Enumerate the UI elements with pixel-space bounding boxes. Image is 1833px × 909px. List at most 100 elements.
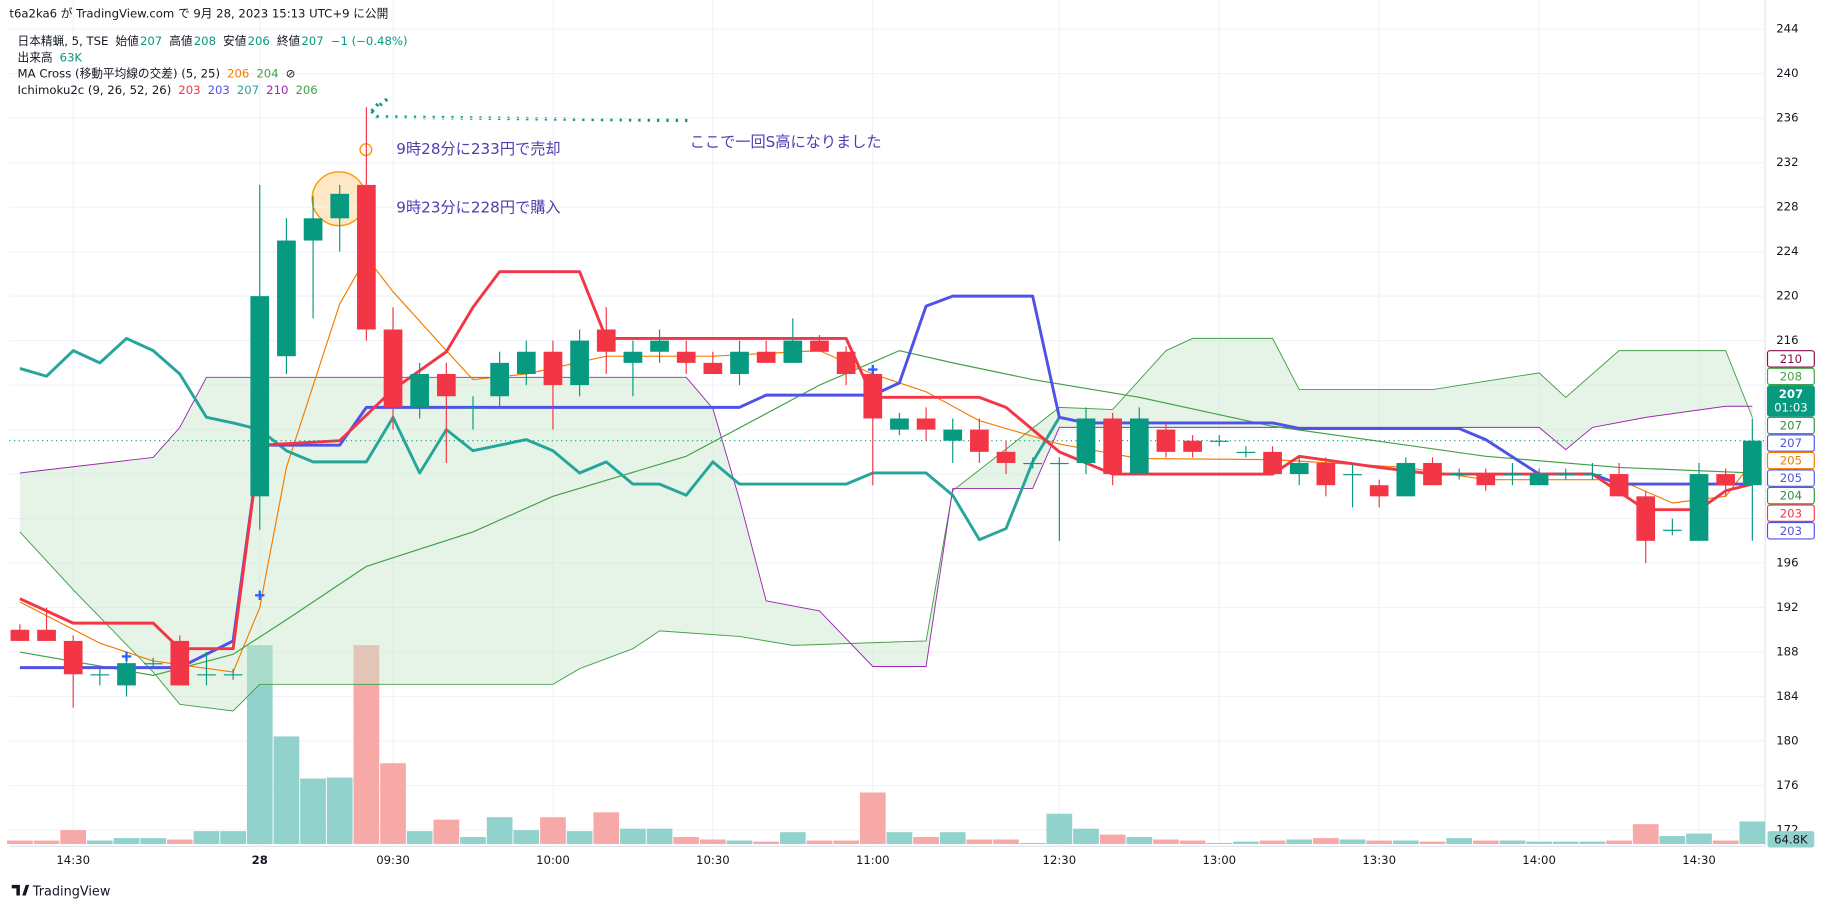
- candle-body: [1609, 474, 1629, 497]
- indicator-line: [19, 350, 1753, 676]
- legend-item: 安値: [223, 33, 247, 47]
- price-badge: [1766, 486, 1815, 505]
- volume-bar: [220, 831, 246, 845]
- candle-body: [1449, 474, 1469, 476]
- legend-line: 出来高 63K: [18, 50, 83, 64]
- cross-marker: [255, 590, 265, 600]
- y-tick-label: 196: [1776, 556, 1798, 570]
- legend-item: 206: [295, 83, 317, 97]
- volume-bar: [1579, 841, 1606, 845]
- volume-bar: [433, 819, 460, 845]
- candle-body: [1636, 496, 1656, 541]
- candle-body: [1209, 440, 1229, 442]
- y-tick-label: 220: [1776, 289, 1798, 303]
- cloud-span: [19, 376, 1753, 667]
- candle-body: [996, 451, 1016, 463]
- volume-bar: [646, 828, 673, 845]
- candle-body: [37, 629, 56, 641]
- volume-bar: [140, 838, 167, 845]
- legend-item: 日本精蝋, 5, TSE: [18, 33, 109, 47]
- footer-brand: TradingView: [32, 884, 111, 899]
- candle-body: [223, 674, 243, 676]
- x-tick-label: 11:00: [856, 853, 890, 867]
- volume-bar: [593, 812, 620, 845]
- volume-bar: [113, 838, 140, 845]
- price-badge-label: 208: [1780, 369, 1802, 383]
- volume-badge: [1767, 831, 1815, 848]
- volume-bar: [913, 837, 939, 845]
- volume-bar: [1126, 837, 1153, 845]
- x-tick-label: 13:00: [1202, 853, 1236, 867]
- candle-body: [436, 373, 456, 397]
- candle-body: [1263, 451, 1282, 475]
- legend-line: MA Cross (移動平均線の交差) (5, 25) 206 204 ⊘: [18, 66, 296, 80]
- x-tick-label: 10:30: [696, 853, 730, 867]
- candle-body: [117, 663, 136, 686]
- candle-body: [970, 429, 989, 452]
- y-tick-label: 244: [1776, 22, 1798, 36]
- volume-bar: [993, 839, 1019, 845]
- legend-item: 終値: [277, 33, 301, 47]
- candle-body: [863, 373, 883, 419]
- price-badge: [1766, 451, 1815, 470]
- volume-bar: [1339, 839, 1366, 845]
- volume-bar: [1179, 840, 1206, 845]
- legend-item: ⊘: [286, 66, 296, 80]
- cloud-span: [19, 337, 1753, 712]
- price-badge: [1766, 434, 1815, 452]
- price-badge-label: 207: [1780, 419, 1802, 433]
- volume-bar: [193, 831, 220, 845]
- legend-item: 207: [140, 33, 162, 47]
- candle-body: [10, 629, 30, 641]
- volume-bar: [779, 832, 806, 845]
- volume-bar: [886, 832, 913, 845]
- candle-body: [90, 674, 110, 676]
- price-badge-label: 207: [1780, 436, 1802, 450]
- candle-body: [1316, 462, 1336, 486]
- volume-bar: [620, 828, 646, 845]
- candle-body: [1423, 462, 1442, 486]
- price-badge: [1766, 521, 1815, 540]
- price-badge-label: 207: [1779, 387, 1803, 401]
- volume-bar: [1712, 840, 1739, 845]
- x-tick-label: 14:30: [1682, 853, 1716, 867]
- candle-body: [1583, 474, 1602, 476]
- volume-bar: [300, 778, 326, 845]
- price-badge-label: 205: [1780, 454, 1802, 468]
- legend-item: 207: [237, 83, 259, 97]
- candle-body: [143, 663, 163, 665]
- candle-body: [357, 184, 376, 330]
- candle-body: [1236, 451, 1256, 454]
- price-badge-label: 204: [1780, 489, 1802, 503]
- candle-body: [1129, 418, 1149, 475]
- y-tick-label: 188: [1776, 645, 1798, 659]
- volume-bar: [33, 840, 60, 845]
- volume-bar: [326, 777, 353, 845]
- annotation: 9時28分に233円で売却: [396, 140, 560, 158]
- y-tick-label: 236: [1776, 111, 1798, 125]
- volume-bar: [726, 840, 753, 845]
- candle-body: [1663, 529, 1682, 531]
- y-tick-label: 224: [1776, 244, 1798, 258]
- legend-item: −1 (−0.48%): [331, 33, 408, 47]
- annotation: 9時23分に228円で購入: [396, 199, 560, 217]
- price-badge-label: 203: [1780, 506, 1802, 520]
- candle-body: [543, 351, 563, 386]
- legend-item: 207: [301, 33, 323, 47]
- arrow-head: [370, 99, 383, 123]
- price-badge: [1766, 350, 1815, 368]
- x-tick-label: 12:30: [1043, 853, 1077, 867]
- indicator-line: [19, 336, 1061, 542]
- candle-body: [490, 362, 509, 397]
- volume-bar: [1366, 840, 1393, 845]
- volume-bar: [1073, 828, 1099, 845]
- logo-mark: [11, 884, 30, 896]
- volume-bar: [486, 817, 513, 845]
- countdown: 01:03: [1774, 400, 1808, 414]
- indicator-line: [19, 294, 1753, 670]
- candle-body: [1689, 474, 1709, 541]
- volume-bar: [1153, 839, 1179, 845]
- candle-body: [1183, 440, 1202, 452]
- volume-bar: [1659, 835, 1686, 845]
